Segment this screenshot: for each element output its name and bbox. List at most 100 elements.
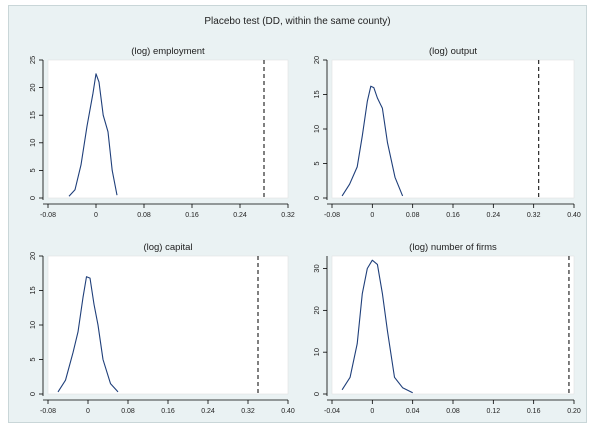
chart-4-density-curve: [341, 259, 413, 394]
chart-3-y-tick-label: 20: [28, 252, 37, 260]
chart-3-data-point: [117, 391, 118, 392]
chart-4-x-tick-label: 0.20: [567, 408, 581, 415]
chart-1-data-point: [92, 93, 93, 94]
chart-1-y-tick-label: 0: [28, 196, 37, 200]
chart-3-data-point: [65, 380, 66, 381]
chart-4-x-tick-label: 0.16: [527, 408, 541, 415]
chart-2-data-point: [402, 195, 403, 196]
chart-2-x-tick-label: 0: [370, 212, 374, 219]
chart-2-y-tick-label: 10: [312, 125, 321, 133]
chart-1-y-tick-label: 15: [28, 111, 37, 119]
chart-1-plot-area: [47, 59, 289, 199]
chart-4-x-tick-label: 0.04: [406, 408, 420, 415]
chart-4-data-point: [412, 392, 413, 393]
figure-title: Placebo test (DD, within the same county…: [204, 16, 391, 27]
chart-2-title: (log) output: [429, 46, 477, 57]
chart-2-data-point: [387, 142, 388, 143]
chart-2-data-point: [382, 108, 383, 109]
chart-4-data-point: [341, 389, 342, 390]
chart-2-data-point: [341, 195, 342, 196]
chart-3-plot-area: [47, 255, 289, 395]
chart-1-data-point: [107, 131, 108, 132]
chart-4-plot-area: [331, 255, 575, 395]
chart-4-x-tick-label: 0: [370, 408, 374, 415]
chart-1-y-tick-label: 20: [28, 83, 37, 91]
chart-1-data-point: [74, 189, 75, 190]
chart-2-data-point: [373, 87, 374, 88]
chart-1-data-point: [80, 164, 81, 165]
chart-2-data-point: [377, 97, 378, 98]
chart-3-data-point: [82, 297, 83, 298]
chart-3-data-point: [77, 331, 78, 332]
chart-1-data-point: [68, 196, 69, 197]
chart-4-data-point: [382, 293, 383, 294]
chart-3-data-point: [57, 391, 58, 392]
chart-4-title: (log) number of firms: [409, 242, 497, 253]
chart-1-data-point: [98, 81, 99, 82]
chart-4-data-point: [350, 377, 351, 378]
chart-4-y-tick-label: 10: [312, 348, 321, 356]
chart-3-data-point: [93, 304, 94, 305]
chart-1-x-tick-label: 0.32: [281, 212, 295, 219]
chart-2-data-point: [362, 135, 363, 136]
chart-4-x-tick-label: 0.08: [446, 408, 460, 415]
chart-4-data-point: [377, 264, 378, 265]
chart-2-x-tick-label: 0.16: [446, 212, 460, 219]
chart-3-x-tick-label: 0.08: [121, 408, 135, 415]
chart-1-x-tick-label: 0.08: [137, 212, 151, 219]
chart-3-data-point: [110, 383, 111, 384]
chart-3-data-point: [72, 352, 73, 353]
chart-2-y-tick-label: 0: [312, 196, 321, 200]
chart-3-data-point: [89, 277, 90, 278]
chart-4-data-point: [372, 260, 373, 261]
chart-3-x-tick-label: 0.24: [201, 408, 215, 415]
chart-4-data-point: [394, 377, 395, 378]
chart-2-plot-area: [331, 59, 575, 199]
chart-4-y-tick-label: 20: [312, 306, 321, 314]
chart-1-title: (log) employment: [131, 46, 205, 57]
chart-2-x-tick-label: 0.40: [567, 212, 581, 219]
chart-2-data-point: [367, 101, 368, 102]
chart-4-x-tick-label: -0.04: [324, 408, 340, 415]
chart-2-data-point: [394, 177, 395, 178]
chart-3-x-tick-label: 0.40: [281, 408, 295, 415]
chart-1-y-tick-label: 25: [28, 56, 37, 64]
chart-3-y-tick-label: 0: [28, 392, 37, 396]
chart-1-x-tick-label: -0.08: [40, 212, 56, 219]
chart-1-data-point: [95, 73, 96, 74]
chart-3-data-point: [86, 276, 87, 277]
chart-2-x-tick-label: 0.32: [527, 212, 541, 219]
chart-1-x-tick-label: 0.16: [185, 212, 199, 219]
chart-1-x-tick-label: 0: [94, 212, 98, 219]
chart-3-y-tick-label: 5: [28, 357, 37, 361]
chart-2-x-tick-label: 0.24: [487, 212, 501, 219]
chart-4-y-tick-label: 30: [312, 264, 321, 272]
chart-3-x-tick-label: 0.32: [241, 408, 255, 415]
chart-1-data-point: [86, 126, 87, 127]
chart-2-density-curve: [341, 85, 404, 197]
chart-2-data-point: [370, 86, 371, 87]
chart-3-x-tick-label: 0: [86, 408, 90, 415]
chart-4-data-point: [387, 331, 388, 332]
chart-2-data-point: [349, 184, 350, 185]
chart-3-y-tick-label: 10: [28, 321, 37, 329]
chart-3-x-tick-label: 0.16: [161, 408, 175, 415]
chart-4-data-point: [357, 343, 358, 344]
chart-4-data-point: [367, 268, 368, 269]
chart-1-density-curve: [68, 73, 118, 197]
chart-2-data-point: [357, 166, 358, 167]
chart-4-data-point: [362, 293, 363, 294]
chart-1-data-point: [103, 115, 104, 116]
chart-3-title: (log) capital: [143, 242, 192, 253]
chart-4-x-tick-label: 0.12: [487, 408, 501, 415]
chart-2-y-tick-label: 15: [312, 90, 321, 98]
chart-3-density-curve: [57, 276, 119, 393]
chart-1-data-point: [116, 195, 117, 196]
chart-3-data-point: [97, 324, 98, 325]
chart-3-data-point: [102, 359, 103, 360]
chart-3-y-tick-label: 15: [28, 286, 37, 294]
chart-4-data-point: [402, 387, 403, 388]
chart-2-y-tick-label: 5: [312, 161, 321, 165]
